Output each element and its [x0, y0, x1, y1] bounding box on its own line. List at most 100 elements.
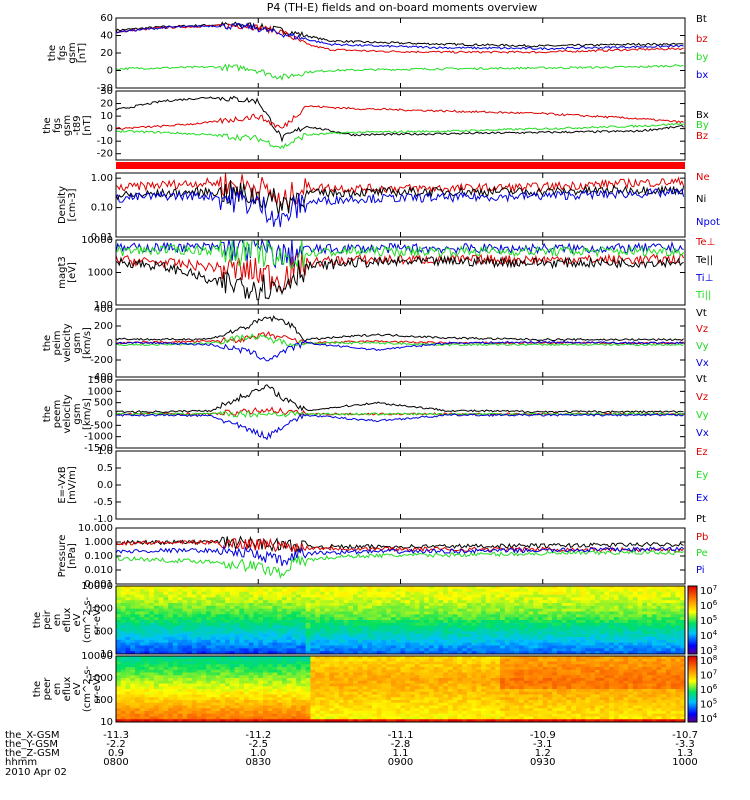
- heatmap-cell: [324, 661, 330, 665]
- heatmap-cell: [481, 608, 487, 612]
- heatmap-cell: [414, 608, 420, 612]
- heatmap-cell: [386, 675, 392, 679]
- heatmap-cell: [466, 617, 473, 621]
- heatmap-cell: [229, 605, 235, 610]
- heatmap-cell: [447, 631, 454, 635]
- heatmap-cell: [149, 661, 155, 665]
- heatmap-cell: [419, 608, 425, 612]
- heatmap-cell: [187, 700, 193, 704]
- heatmap-cell: [300, 591, 307, 595]
- heatmap-cell: [372, 634, 378, 638]
- heatmap-cell: [466, 634, 473, 638]
- heatmap-cell: [433, 667, 439, 671]
- heatmap-cell: [125, 594, 131, 598]
- heatmap-cell: [680, 586, 686, 590]
- heatmap-cell: [348, 628, 354, 632]
- heatmap-cell: [229, 689, 235, 693]
- heatmap-cell: [343, 686, 349, 690]
- heatmap-cell: [372, 691, 378, 695]
- heatmap-cell: [343, 645, 349, 649]
- heatmap-cell: [395, 675, 401, 679]
- heatmap-cell: [666, 637, 672, 641]
- heatmap-cell: [329, 689, 335, 693]
- heatmap-cell: [120, 664, 126, 668]
- heatmap-cell: [343, 675, 349, 679]
- heatmap-cell: [116, 691, 122, 695]
- heatmap-cell: [125, 664, 131, 668]
- heatmap-cell: [281, 716, 288, 720]
- heatmap-cell: [319, 586, 326, 590]
- heatmap-cell: [386, 700, 392, 704]
- heatmap-cell: [258, 678, 264, 682]
- heatmap-cell: [566, 639, 572, 644]
- heatmap-cell: [319, 719, 326, 723]
- heatmap-cell: [571, 597, 577, 601]
- heatmap-cell: [134, 591, 141, 595]
- heatmap-cell: [353, 713, 359, 717]
- heatmap-cell: [338, 645, 344, 649]
- heatmap-cell: [286, 689, 292, 693]
- heatmap-cell: [353, 672, 359, 676]
- heatmap-cell: [139, 628, 145, 632]
- panel-peem-velocity-ylabel: [km/s]: [82, 398, 93, 430]
- heatmap-cell: [248, 628, 254, 632]
- heatmap-cell: [163, 656, 169, 660]
- heatmap-cell: [381, 651, 387, 655]
- heatmap-cell: [628, 645, 634, 649]
- legend-density-npot: Npot: [696, 217, 720, 228]
- heatmap-cell: [466, 614, 473, 618]
- heatmap-cell: [481, 648, 487, 652]
- heatmap-cell: [258, 700, 264, 704]
- heatmap-cell: [310, 634, 316, 638]
- heatmap-cell: [438, 591, 444, 595]
- heatmap-cell: [647, 614, 653, 618]
- heatmap-cell: [656, 631, 662, 635]
- heatmap-cell: [281, 608, 288, 612]
- heatmap-cell: [509, 608, 515, 612]
- heatmap-cell: [604, 622, 610, 627]
- heatmap-cell: [400, 620, 406, 624]
- heatmap-cell: [400, 694, 406, 698]
- heatmap-cell: [201, 719, 207, 723]
- colorbar-peir-spectrogram: [687, 585, 698, 655]
- heatmap-cell: [234, 605, 240, 610]
- heatmap-cell: [661, 628, 667, 632]
- heatmap-cell: [120, 648, 126, 652]
- heatmap-cell: [130, 639, 136, 644]
- colorbar-peer-spectrogram: [687, 655, 698, 723]
- heatmap-cell: [253, 658, 259, 662]
- heatmap-cell: [452, 648, 458, 652]
- heatmap-cell: [244, 597, 250, 601]
- heatmap-cell: [348, 645, 354, 649]
- heatmap-cell: [286, 634, 292, 638]
- heatmap-cell: [319, 600, 326, 604]
- heatmap-cell: [201, 708, 207, 712]
- heatmap-cell: [575, 622, 582, 627]
- heatmap-cell: [623, 628, 629, 632]
- heatmap-cell: [405, 617, 411, 621]
- heatmap-cell: [272, 719, 278, 723]
- heatmap-cell: [367, 672, 373, 676]
- heatmap-cell: [348, 705, 354, 709]
- heatmap-cell: [182, 700, 188, 704]
- heatmap-cell: [405, 708, 411, 712]
- heatmap-cell: [391, 597, 397, 601]
- heatmap-cell: [206, 617, 212, 621]
- heatmap-cell: [376, 634, 382, 638]
- heatmap-cell: [206, 661, 212, 665]
- heatmap-cell: [348, 611, 354, 615]
- heatmap-cell: [172, 605, 179, 610]
- heatmap-cell: [125, 648, 131, 652]
- heatmap-cell: [158, 664, 164, 668]
- heatmap-cell: [599, 594, 605, 598]
- heatmap-cell: [220, 625, 226, 629]
- heatmap-cell: [206, 678, 212, 682]
- heatmap-cell: [134, 713, 141, 717]
- heatmap-cell: [556, 597, 563, 601]
- heatmap-cell: [177, 713, 183, 717]
- heatmap-cell: [357, 625, 363, 629]
- heatmap-cell: [130, 667, 136, 671]
- heatmap-cell: [182, 608, 188, 612]
- heatmap-cell: [196, 637, 202, 641]
- heatmap-cell: [391, 672, 397, 676]
